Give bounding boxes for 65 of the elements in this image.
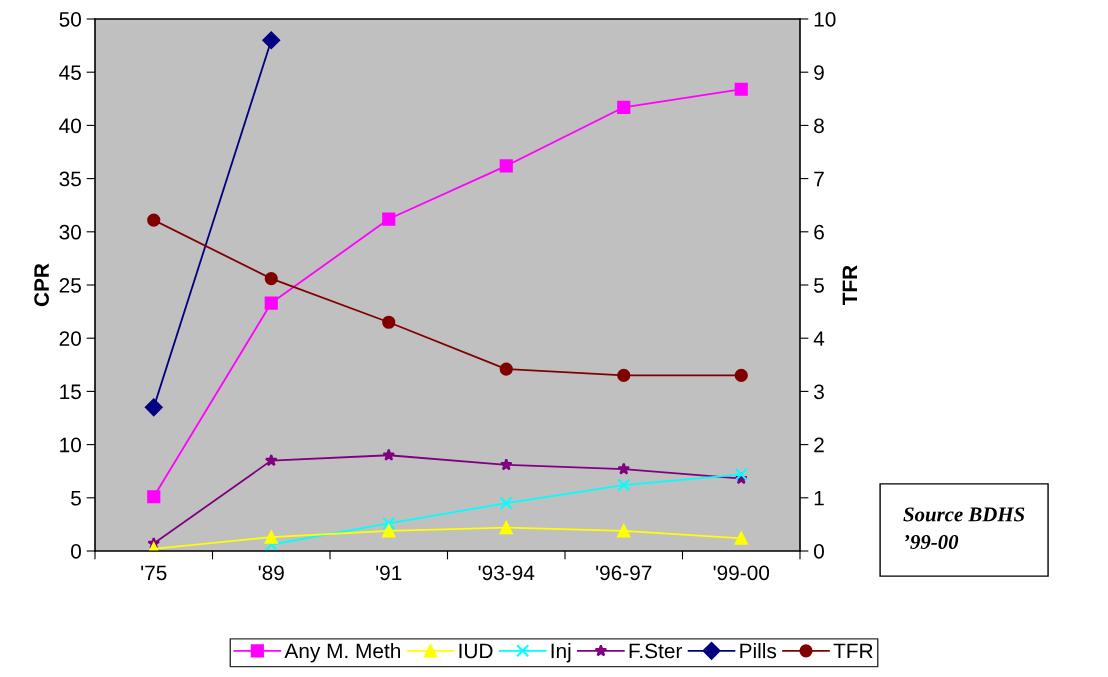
y2-tick-label: 4 xyxy=(813,331,825,346)
legend-label: Any M. Meth xyxy=(284,643,400,663)
x-tick-label: '89 xyxy=(258,565,284,581)
point xyxy=(617,462,631,475)
y2-tick-label: 0 xyxy=(814,544,824,559)
point xyxy=(382,315,396,329)
point xyxy=(147,213,161,227)
y-tick-label: 40 xyxy=(59,118,81,134)
y-tick-label: 30 xyxy=(59,224,81,240)
point xyxy=(264,296,278,310)
point xyxy=(499,521,513,535)
point xyxy=(499,458,513,471)
point xyxy=(734,82,748,96)
legend-label: TFR xyxy=(833,643,873,659)
y2-tick-label: 2 xyxy=(814,437,824,453)
point xyxy=(262,31,281,50)
point xyxy=(617,100,631,114)
point xyxy=(147,490,161,504)
y2-tick-label: 6 xyxy=(814,224,824,240)
y2-axis-title: TFR xyxy=(842,265,858,306)
x-tick-label: '75 xyxy=(141,565,167,581)
y-tick-label: 15 xyxy=(60,384,81,400)
point xyxy=(499,159,513,173)
y-tick-label: 20 xyxy=(59,331,81,346)
point xyxy=(617,368,631,383)
y-tick-label: 25 xyxy=(59,278,81,293)
legend-label: F.Ster xyxy=(629,643,683,659)
legend-label: IUD xyxy=(459,643,493,659)
point xyxy=(264,453,278,467)
point xyxy=(499,362,513,376)
y-tick-label: 10 xyxy=(60,437,81,453)
point xyxy=(382,524,396,538)
y2-tick-label: 10 xyxy=(814,12,836,27)
point xyxy=(382,448,396,461)
point xyxy=(264,272,278,286)
point xyxy=(617,478,631,492)
point xyxy=(144,398,163,417)
source-note: Source BDHS ’99-00 xyxy=(903,507,1025,549)
point xyxy=(264,538,278,551)
y2-tick-label: 1 xyxy=(814,491,824,506)
y-tick-label: 35 xyxy=(59,171,81,187)
y2-tick-label: 8 xyxy=(814,118,824,134)
x-tick-label: '93-94 xyxy=(478,565,535,581)
x-tick-label: '99-00 xyxy=(713,565,770,581)
y-tick-label: 50 xyxy=(59,12,81,27)
y2-tick-label: 9 xyxy=(814,65,824,80)
point xyxy=(499,496,513,510)
y2-tick-label: 7 xyxy=(814,171,824,187)
point xyxy=(264,530,278,544)
point xyxy=(734,368,748,383)
y-tick-label: 45 xyxy=(59,65,81,80)
y2-tick-label: 5 xyxy=(814,278,824,293)
y-tick-label: 5 xyxy=(71,491,81,506)
x-tick-label: '96-97 xyxy=(596,565,652,581)
point xyxy=(382,516,396,530)
y-axis-title: CPR xyxy=(34,263,49,307)
x-tick-label: '91 xyxy=(376,565,402,581)
legend-label: Pills xyxy=(740,643,777,659)
point xyxy=(734,531,748,545)
legend-label: Inj xyxy=(551,643,571,663)
y2-tick-label: 3 xyxy=(813,384,824,400)
point xyxy=(382,212,396,226)
point xyxy=(734,467,748,481)
point xyxy=(617,524,631,538)
y-tick-label: 0 xyxy=(71,544,81,559)
